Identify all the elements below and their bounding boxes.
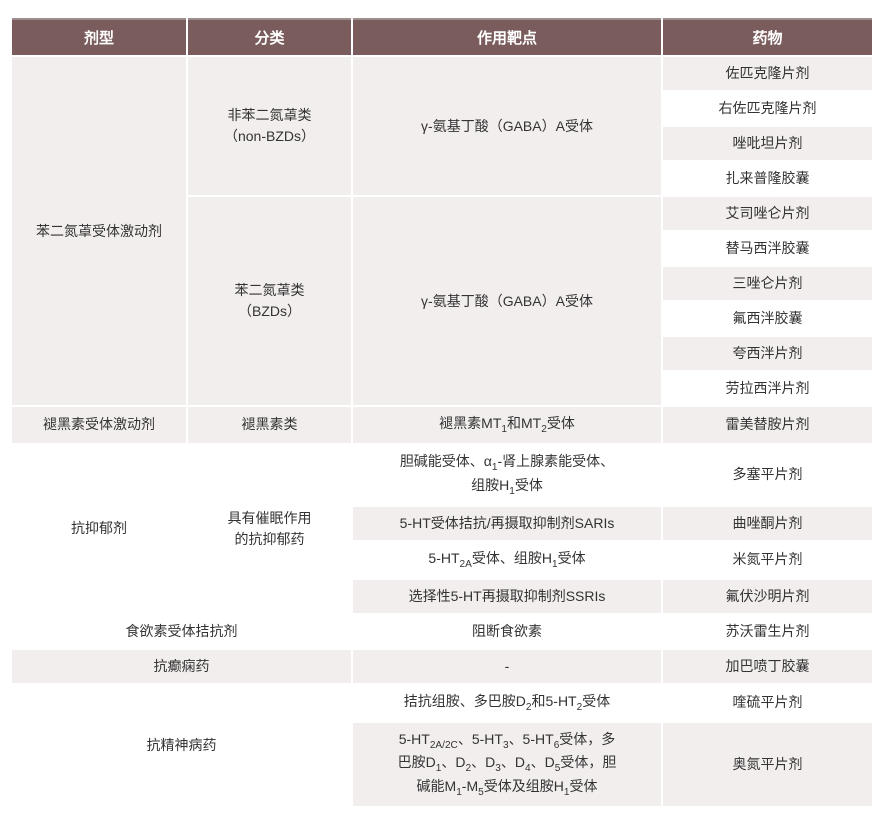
cell-c1c2-antipsy: 抗精神病药 — [12, 684, 352, 808]
cell-c1c2-antiepi: 抗癫痫药 — [12, 649, 352, 684]
cell-c3-bzd: γ-氨基丁酸（GABA）A受体 — [352, 196, 662, 406]
cell-drug: 奥氮平片剂 — [662, 722, 872, 808]
cell-c3-antipsy-1: 拮抗组胺、多巴胺D2和5-HT2受体 — [352, 684, 662, 722]
cell-c1-antidep: 抗抑郁剂 — [12, 444, 187, 614]
cell-drug: 唑吡坦片剂 — [662, 126, 872, 161]
table-row: 褪黑素受体激动剂褪黑素类褪黑素MT1和MT2受体雷美替胺片剂 — [12, 406, 872, 444]
table-row: 抗精神病药拮抗组胺、多巴胺D2和5-HT2受体喹硫平片剂 — [12, 684, 872, 722]
cell-c2-antidep: 具有催眠作用的抗抑郁药 — [187, 444, 352, 614]
cell-drug: 右佐匹克隆片剂 — [662, 91, 872, 126]
cell-c1c2-orexin: 食欲素受体拮抗剂 — [12, 614, 352, 649]
cell-c3-antidep: 选择性5-HT再摄取抑制剂SSRIs — [352, 579, 662, 614]
col-header-drug: 药物 — [662, 19, 872, 56]
cell-c3-orexin: 阻断食欲素 — [352, 614, 662, 649]
cell-drug: 夸西泮片剂 — [662, 336, 872, 371]
cell-drug: 多塞平片剂 — [662, 444, 872, 506]
table-row: 抗抑郁剂具有催眠作用的抗抑郁药胆碱能受体、α1-肾上腺素能受体、组胺H1受体多塞… — [12, 444, 872, 506]
table-row: 苯二氮䓬受体激动剂非苯二氮䓬类（non-BZDs）γ-氨基丁酸（GABA）A受体… — [12, 56, 872, 91]
cell-c1-melatonin: 褪黑素受体激动剂 — [12, 406, 187, 444]
col-header-target: 作用靶点 — [352, 19, 662, 56]
cell-drug: 苏沃雷生片剂 — [662, 614, 872, 649]
cell-drug: 佐匹克隆片剂 — [662, 56, 872, 91]
cell-c3-antidep: 胆碱能受体、α1-肾上腺素能受体、组胺H1受体 — [352, 444, 662, 506]
cell-drug: 氟西泮胶囊 — [662, 301, 872, 336]
table-header-row: 剂型 分类 作用靶点 药物 — [12, 19, 872, 56]
cell-drug: 米氮平片剂 — [662, 541, 872, 579]
cell-c3-melatonin: 褪黑素MT1和MT2受体 — [352, 406, 662, 444]
cell-drug: 扎来普隆胶囊 — [662, 161, 872, 196]
col-header-dosage-form: 剂型 — [12, 19, 187, 56]
table-row: 食欲素受体拮抗剂阻断食欲素苏沃雷生片剂 — [12, 614, 872, 649]
cell-c2-bzd: 苯二氮䓬类（BZDs） — [187, 196, 352, 406]
cell-drug: 劳拉西泮片剂 — [662, 371, 872, 406]
cell-drug: 喹硫平片剂 — [662, 684, 872, 722]
cell-c1-bzra: 苯二氮䓬受体激动剂 — [12, 56, 187, 406]
cell-c3-nonbzd: γ-氨基丁酸（GABA）A受体 — [352, 56, 662, 196]
cell-c3-antidep: 5-HT受体拮抗/再摄取抑制剂SARIs — [352, 506, 662, 541]
cell-drug: 雷美替胺片剂 — [662, 406, 872, 444]
table-row: 抗癫痫药-加巴喷丁胶囊 — [12, 649, 872, 684]
cell-drug: 替马西泮胶囊 — [662, 231, 872, 266]
cell-drug: 艾司唑仑片剂 — [662, 196, 872, 231]
cell-c2-nonbzd: 非苯二氮䓬类（non-BZDs） — [187, 56, 352, 196]
cell-c3-antipsy-2: 5-HT2A/2C、5-HT3、5-HT6受体，多巴胺D1、D2、D3、D4、D… — [352, 722, 662, 808]
col-header-category: 分类 — [187, 19, 352, 56]
cell-drug: 三唑仑片剂 — [662, 266, 872, 301]
cell-c3-antidep: 5-HT2A受体、组胺H1受体 — [352, 541, 662, 579]
cell-c3-antiepi: - — [352, 649, 662, 684]
drug-classification-table: 剂型 分类 作用靶点 药物 苯二氮䓬受体激动剂非苯二氮䓬类（non-BZDs）γ… — [12, 18, 872, 808]
cell-c2-melatonin: 褪黑素类 — [187, 406, 352, 444]
cell-drug: 加巴喷丁胶囊 — [662, 649, 872, 684]
cell-drug: 氟伏沙明片剂 — [662, 579, 872, 614]
cell-drug: 曲唑酮片剂 — [662, 506, 872, 541]
